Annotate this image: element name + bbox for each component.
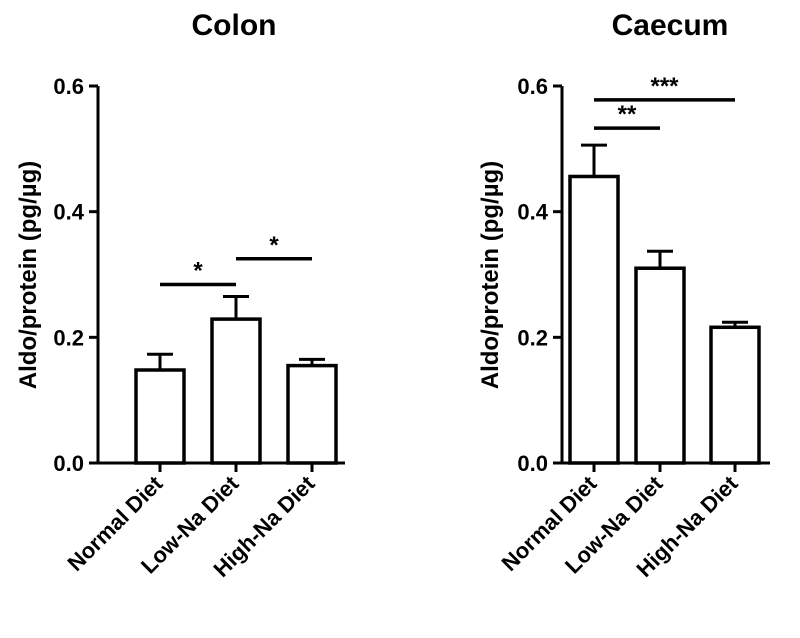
bar [134,368,186,465]
y-tick-label: 0.2 [53,325,84,350]
y-tick-label: 0.4 [517,200,548,225]
y-tick-label: 0.4 [53,200,84,225]
significance-label: ** [618,101,637,128]
significance-label: * [193,258,203,285]
bar [634,266,686,465]
y-axis-label: Aldo/protein (pg/µg) [477,161,504,389]
y-tick-label: 0.6 [517,74,548,99]
y-tick-label: 0.6 [53,74,84,99]
chart-title: Caecum [612,9,729,42]
bar [568,174,620,465]
y-tick-label: 0.2 [517,325,548,350]
y-tick-label: 0.0 [53,451,84,476]
significance-label: * [269,232,279,259]
y-axis-label: Aldo/protein (pg/µg) [15,161,42,389]
bar [709,325,761,465]
chart-title: Colon [192,9,277,42]
significance-label: *** [650,73,679,100]
bar [286,363,338,465]
bar [210,317,262,465]
y-tick-label: 0.0 [517,451,548,476]
